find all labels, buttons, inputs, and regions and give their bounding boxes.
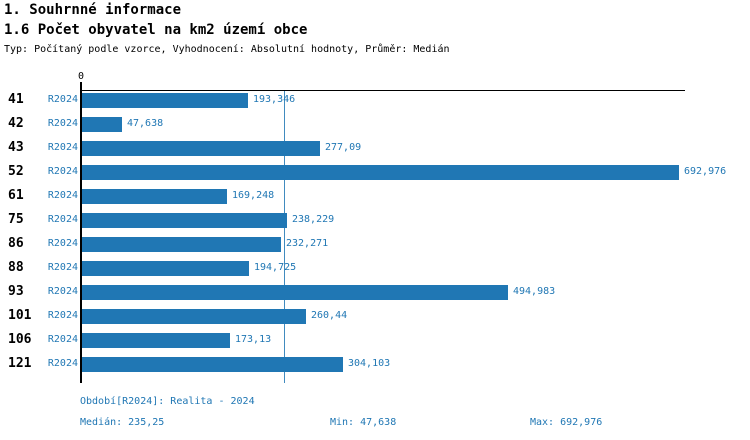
bar bbox=[81, 92, 248, 108]
chart-row: 121 R2024 304,103 bbox=[0, 352, 750, 376]
chart-row: 52 R2024 692,976 bbox=[0, 160, 750, 184]
chart-title: 1.6 Počet obyvatel na km2 území obce bbox=[4, 22, 308, 38]
bar-value-label: 194,725 bbox=[254, 262, 297, 273]
bar-value-label: 692,976 bbox=[684, 166, 727, 177]
row-category-label: 42 bbox=[8, 116, 24, 131]
row-category-label: 41 bbox=[8, 92, 24, 107]
chart-subtitle: Typ: Počítaný podle vzorce, Vyhodnocení:… bbox=[4, 44, 450, 55]
chart-row: 42 R2024 47,638 bbox=[0, 112, 750, 136]
x-axis-line bbox=[81, 90, 685, 91]
bar-value-label: 277,09 bbox=[325, 142, 362, 153]
bar-value-label: 494,983 bbox=[513, 286, 556, 297]
row-category-label: 93 bbox=[8, 284, 24, 299]
row-series-label: R2024 bbox=[47, 142, 78, 153]
row-series-label: R2024 bbox=[47, 286, 78, 297]
bar bbox=[81, 116, 122, 132]
y-axis-line bbox=[80, 82, 82, 383]
bar bbox=[81, 356, 343, 372]
row-category-label: 106 bbox=[8, 332, 32, 347]
row-series-label: R2024 bbox=[47, 214, 78, 225]
chart-row: 86 R2024 232,271 bbox=[0, 232, 750, 256]
chart-row: 88 R2024 194,725 bbox=[0, 256, 750, 280]
bar-value-label: 173,13 bbox=[235, 334, 272, 345]
bar-value-label: 169,248 bbox=[232, 190, 275, 201]
row-category-label: 52 bbox=[8, 164, 24, 179]
row-series-label: R2024 bbox=[47, 334, 78, 345]
row-series-label: R2024 bbox=[47, 358, 78, 369]
row-series-label: R2024 bbox=[47, 166, 78, 177]
footer-min: Min: 47,638 bbox=[330, 417, 397, 428]
row-category-label: 86 bbox=[8, 236, 24, 251]
footer-max: Max: 692,976 bbox=[530, 417, 603, 428]
row-category-label: 121 bbox=[8, 356, 32, 371]
row-series-label: R2024 bbox=[47, 238, 78, 249]
median-reference-line bbox=[284, 90, 285, 383]
bar bbox=[81, 284, 508, 300]
bar bbox=[81, 308, 306, 324]
chart-row: 106 R2024 173,13 bbox=[0, 328, 750, 352]
bar bbox=[81, 140, 320, 156]
row-series-label: R2024 bbox=[47, 262, 78, 273]
bar-value-label: 232,271 bbox=[286, 238, 329, 249]
bar bbox=[81, 212, 287, 228]
bar bbox=[81, 332, 230, 348]
bar bbox=[81, 260, 249, 276]
row-category-label: 61 bbox=[8, 188, 24, 203]
chart-row: 93 R2024 494,983 bbox=[0, 280, 750, 304]
bar-value-label: 304,103 bbox=[348, 358, 391, 369]
chart-row: 75 R2024 238,229 bbox=[0, 208, 750, 232]
row-series-label: R2024 bbox=[47, 310, 78, 321]
row-series-label: R2024 bbox=[47, 94, 78, 105]
footer-median: Medián: 235,25 bbox=[80, 417, 165, 428]
row-category-label: 43 bbox=[8, 140, 24, 155]
chart-row: 43 R2024 277,09 bbox=[0, 136, 750, 160]
chart-row: 61 R2024 169,248 bbox=[0, 184, 750, 208]
row-series-label: R2024 bbox=[47, 190, 78, 201]
bar-value-label: 238,229 bbox=[292, 214, 335, 225]
bar-value-label: 193,346 bbox=[253, 94, 296, 105]
footer-period: Období[R2024]: Realita - 2024 bbox=[80, 396, 255, 407]
bar bbox=[81, 236, 281, 252]
row-category-label: 88 bbox=[8, 260, 24, 275]
chart-row: 41 R2024 193,346 bbox=[0, 88, 750, 112]
bar-value-label: 260,44 bbox=[311, 310, 348, 321]
row-category-label: 101 bbox=[8, 308, 32, 323]
section-title: 1. Souhrnné informace bbox=[4, 2, 182, 18]
bar bbox=[81, 164, 679, 180]
chart-row: 101 R2024 260,44 bbox=[0, 304, 750, 328]
x-axis-zero-tick-label: 0 bbox=[77, 71, 85, 82]
bar bbox=[81, 188, 227, 204]
row-category-label: 75 bbox=[8, 212, 24, 227]
row-series-label: R2024 bbox=[47, 118, 78, 129]
bar-value-label: 47,638 bbox=[127, 118, 164, 129]
